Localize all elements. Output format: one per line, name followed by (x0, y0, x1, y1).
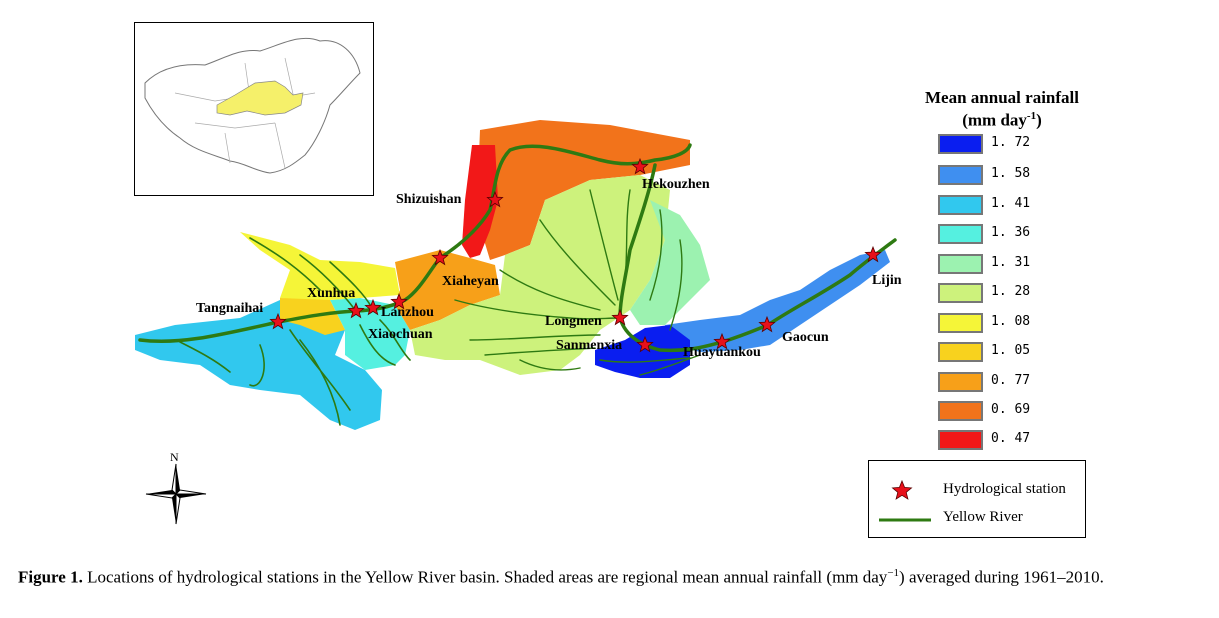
tributary (484, 209, 683, 371)
region-1-28 (410, 175, 670, 375)
yellow-river-main (138, 143, 897, 353)
station-label-hekouzhen: Hekouzhen (642, 177, 710, 192)
figure-caption: Figure 1. Locations of hydrological stat… (18, 562, 1208, 589)
region-0-47 (462, 145, 498, 258)
station-label-lanzhou: Lanzhou (381, 305, 434, 320)
station-star-hekouzhen (631, 157, 649, 175)
legend-swatch (938, 430, 983, 450)
legend-value: 1. 08 (991, 314, 1031, 329)
station-label-tangnaihai: Tangnaihai (196, 301, 263, 316)
legend-value: 1. 28 (991, 284, 1031, 299)
legend-value: 1. 41 (991, 196, 1031, 211)
station-star-gaocun (758, 315, 776, 333)
tributary (599, 354, 701, 376)
key-label-station: Hydrological station (943, 481, 1066, 497)
legend-value: 1. 05 (991, 343, 1031, 358)
legend-swatch (938, 134, 983, 154)
region-1-31 (630, 200, 710, 325)
station-star-xunhua (347, 301, 365, 319)
legend-swatch (938, 165, 983, 185)
symbol-key-graphics (879, 479, 931, 522)
legend-title-line1: Mean annual rainfall (925, 88, 1079, 107)
symbol-key: Hydrological station Yellow River (868, 460, 1086, 538)
station-label-gaocun: Gaocun (782, 330, 829, 345)
station-star-longmen (611, 308, 629, 326)
region-1-58 (665, 250, 890, 352)
caption-label: Figure 1. (18, 567, 83, 587)
legend-swatch (938, 283, 983, 303)
inset-map (134, 22, 374, 196)
legend-value: 0. 69 (991, 402, 1031, 417)
station-label-sanmenxia: Sanmenxia (556, 338, 622, 353)
station-star-icon (891, 479, 913, 500)
station-star-xiaheyan (431, 248, 449, 266)
legend-title: Mean annual rainfall (mm day-1) (882, 88, 1122, 130)
compass-icon (145, 463, 207, 525)
legend-swatch (938, 195, 983, 215)
station-label-huayuankou: Huayuankou (683, 345, 761, 360)
inset-yellow-river-basin (216, 80, 304, 116)
legend-value: 1. 58 (991, 166, 1031, 181)
legend-value: 0. 77 (991, 373, 1031, 388)
station-label-lijin: Lijin (872, 273, 902, 288)
legend-swatch (938, 224, 983, 244)
station-star-lijin (864, 245, 882, 263)
legend-value: 1. 72 (991, 135, 1031, 150)
caption-text: Locations of hydrological stations in th… (82, 567, 888, 587)
rainfall-regions (135, 120, 890, 430)
key-label-river: Yellow River (943, 509, 1023, 525)
station-labels: Tangnaihai Xunhua Xiaochuan Lanzhou Xiah… (196, 177, 902, 360)
station-label-shizuishan: Shizuishan (396, 192, 462, 207)
legend-value: 0. 47 (991, 431, 1031, 446)
legend-value: 1. 31 (991, 255, 1031, 270)
legend-swatch (938, 254, 983, 274)
region-0-77 (395, 250, 500, 330)
station-markers (269, 157, 882, 353)
tributary (179, 329, 351, 426)
china-outline-icon (144, 37, 361, 174)
station-star-huayuankou (713, 332, 731, 350)
station-label-xiaheyan: Xiaheyan (442, 274, 499, 289)
station-star-lanzhou (390, 292, 408, 310)
caption-sup: −1 (887, 567, 900, 579)
station-star-xiaochuan (364, 298, 382, 316)
region-1-36 (330, 298, 410, 370)
river-network (138, 143, 897, 426)
compass-north-label: N (170, 450, 179, 464)
tributary (249, 237, 373, 312)
station-star-shizuishan (486, 190, 504, 208)
station-label-xunhua: Xunhua (307, 286, 355, 301)
legend-swatch (938, 372, 983, 392)
station-label-xiaochuan: Xiaochuan (368, 327, 433, 342)
region-0-69 (478, 120, 690, 260)
tributary (359, 319, 411, 366)
caption-text-end: ) averaged during 1961–2010. (899, 567, 1104, 587)
station-star-sanmenxia (636, 335, 654, 353)
legend-swatch (938, 401, 983, 421)
legend-swatch (938, 342, 983, 362)
region-1-72 (595, 325, 690, 378)
tributary (454, 189, 631, 341)
legend-value: 1. 36 (991, 225, 1031, 240)
legend-title-line2: (mm day-1) (962, 110, 1042, 130)
legend-swatch (938, 313, 983, 333)
station-star-tangnaihai (269, 312, 287, 330)
region-1-08 (240, 232, 400, 300)
station-label-longmen: Longmen (545, 314, 602, 329)
